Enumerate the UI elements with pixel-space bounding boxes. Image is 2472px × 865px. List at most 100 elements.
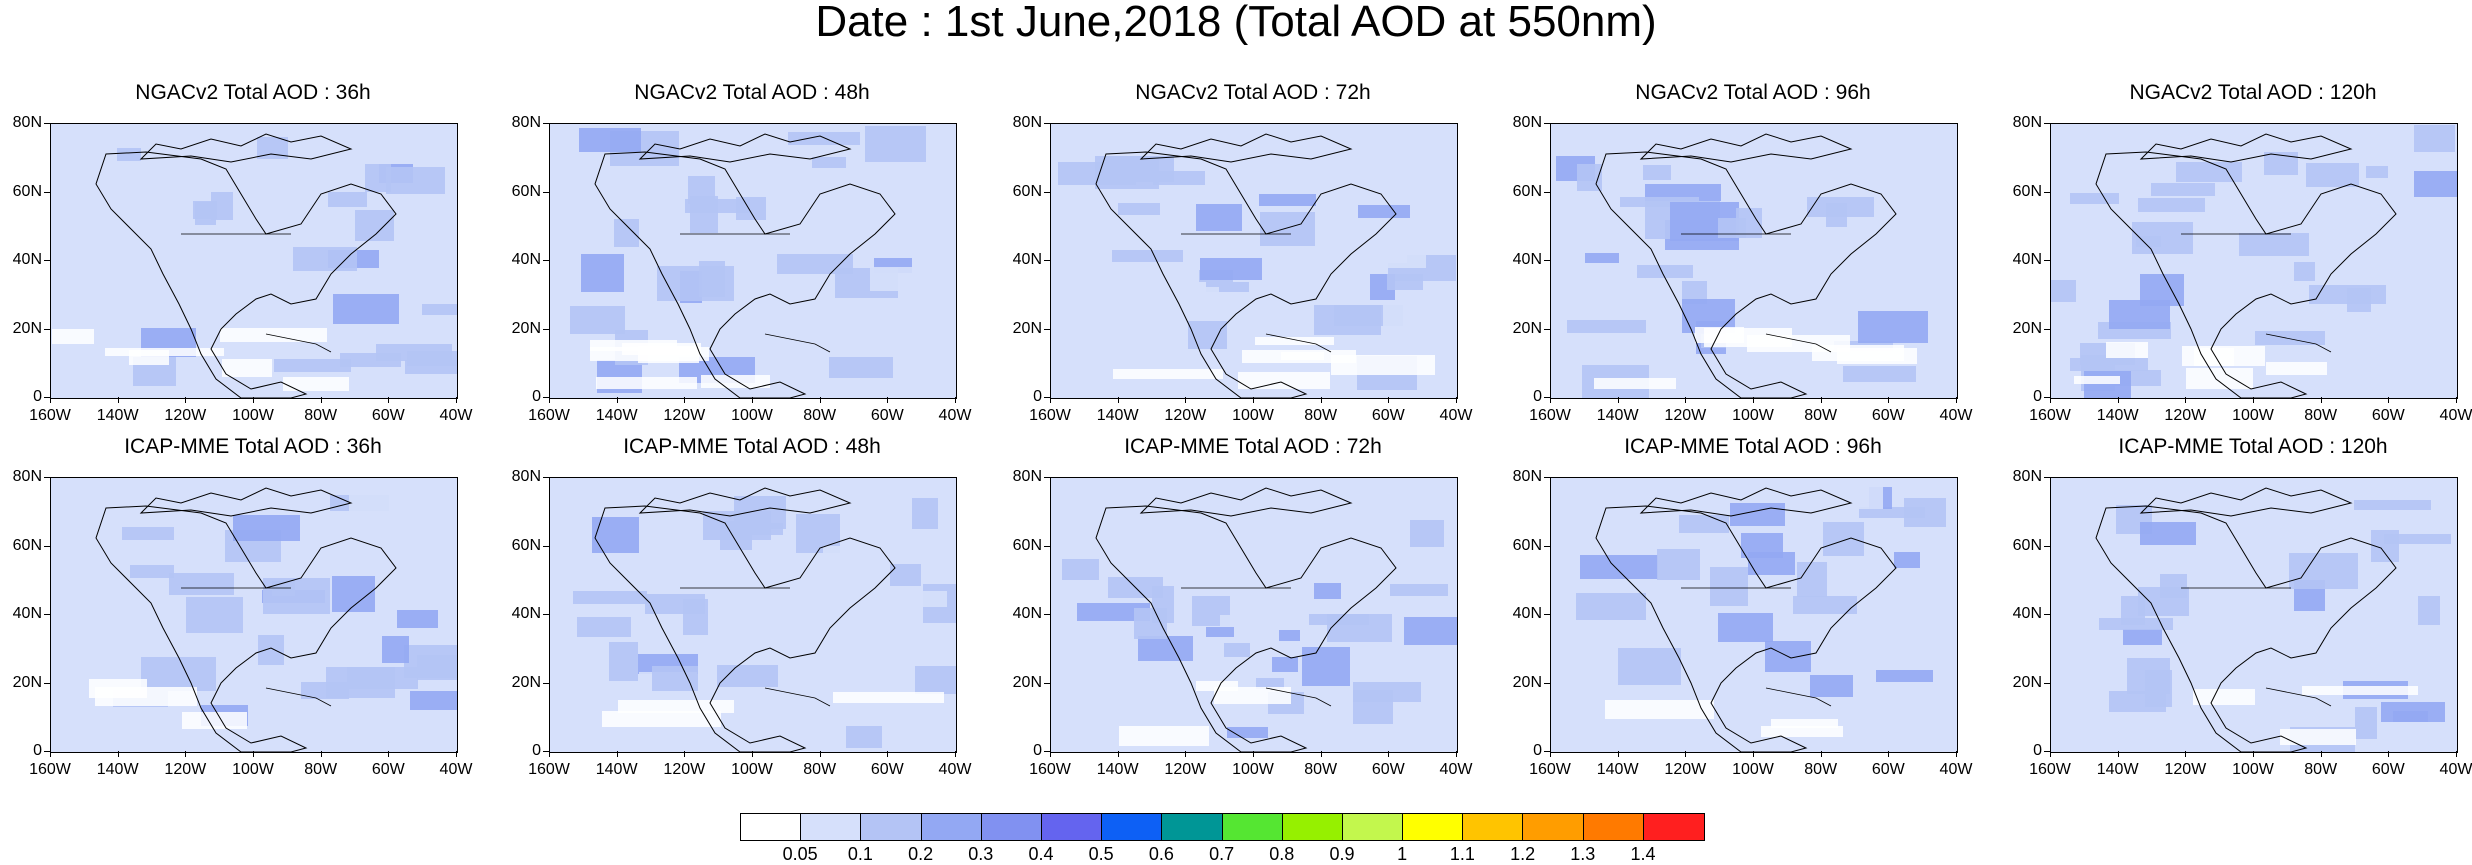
lon-tick bbox=[752, 751, 753, 757]
lat-tick-label: 20N bbox=[12, 319, 42, 337]
lon-tick bbox=[1050, 751, 1051, 757]
lat-tick-label: 40N bbox=[511, 251, 541, 268]
colorbar-label: 1.1 bbox=[1449, 844, 1475, 864]
lon-tick-label: 100W bbox=[232, 407, 274, 424]
lon-tick bbox=[50, 397, 51, 403]
lon-tick bbox=[616, 397, 618, 403]
lat-tick-label: 20N bbox=[2012, 319, 2042, 337]
panel-title: NGACv2 Total AOD : 120h bbox=[2129, 81, 2377, 104]
map-panel: NGACv2 Total AOD : 36h 80N 60N 40N 20N 0 160W… bbox=[13, 81, 473, 424]
lon-tick bbox=[1253, 751, 1254, 757]
lat-tick bbox=[1044, 397, 1050, 398]
lon-tick bbox=[1888, 751, 1890, 757]
lon-tick bbox=[253, 397, 254, 403]
lat-tick-label: 80N bbox=[1012, 114, 1042, 131]
lon-tick bbox=[1117, 397, 1119, 403]
lat-tick bbox=[1044, 682, 1050, 684]
aod-map bbox=[2050, 477, 2458, 753]
lat-tick bbox=[1544, 477, 1550, 478]
lon-tick bbox=[2253, 397, 2254, 403]
lon-tick-label: 140W bbox=[96, 761, 139, 778]
lon-tick-label: 120W bbox=[663, 407, 706, 424]
lon-tick-label: 140W bbox=[595, 407, 638, 424]
lat-tick-label: 0 bbox=[1033, 742, 1042, 759]
lat-tick bbox=[2044, 328, 2050, 330]
lon-tick-label: 40W bbox=[1939, 407, 1973, 424]
lat-tick-label: 40N bbox=[12, 605, 42, 622]
lon-tick-label: 80W bbox=[1804, 761, 1838, 778]
lat-tick bbox=[2044, 123, 2050, 124]
lon-tick-label: 40W bbox=[1439, 407, 1473, 424]
lon-tick-label: 160W bbox=[1029, 761, 1071, 778]
lon-tick-label: 100W bbox=[1732, 407, 1774, 424]
lon-tick-label: 100W bbox=[232, 761, 274, 778]
colorbar-label: 1.2 bbox=[1510, 844, 1536, 864]
lon-tick-label: 140W bbox=[2096, 761, 2139, 778]
colorbar-swatch bbox=[1583, 814, 1644, 840]
lat-tick-label: 40N bbox=[12, 251, 42, 268]
lon-tick-label: 60W bbox=[1871, 761, 1905, 778]
lat-tick bbox=[44, 477, 50, 478]
lon-tick bbox=[2050, 397, 2051, 403]
lat-tick bbox=[44, 751, 50, 752]
lat-tick-label: 0 bbox=[33, 742, 42, 759]
lon-tick bbox=[185, 397, 187, 403]
lon-tick bbox=[253, 751, 254, 757]
lon-tick bbox=[616, 751, 618, 757]
lon-tick-label: 40W bbox=[439, 407, 473, 424]
lat-tick-label: 20N bbox=[1012, 319, 1042, 337]
lon-tick bbox=[2253, 751, 2254, 757]
lon-tick-label: 100W bbox=[2232, 761, 2274, 778]
lon-tick bbox=[1617, 751, 1619, 757]
map-panel: NGACv2 Total AOD : 120h 80N 60N 40N 20N 0 160… bbox=[2013, 81, 2472, 424]
lon-tick-label: 120W bbox=[1664, 407, 1707, 424]
lat-tick bbox=[1044, 328, 1050, 330]
lon-tick bbox=[955, 397, 956, 403]
lon-tick bbox=[1550, 397, 1551, 403]
colorbar-swatch bbox=[1643, 814, 1704, 840]
lon-tick bbox=[1320, 751, 1322, 757]
lat-tick-label: 60N bbox=[2012, 536, 2042, 554]
lat-tick bbox=[543, 477, 549, 478]
colorbar-swatch bbox=[1222, 814, 1283, 840]
colorbar-swatch bbox=[1403, 814, 1464, 840]
lon-tick bbox=[1550, 751, 1551, 757]
lon-tick bbox=[819, 751, 821, 757]
lon-tick-label: 40W bbox=[1939, 761, 1973, 778]
lat-tick-label: 80N bbox=[12, 468, 42, 485]
colorbar-swatch bbox=[1282, 814, 1343, 840]
lat-tick bbox=[1544, 751, 1550, 752]
lon-tick-label: 120W bbox=[164, 407, 207, 424]
lon-tick-label: 100W bbox=[1232, 761, 1274, 778]
map-panel: ICAP-MME Total AOD : 96h 80N 60N 40N 20N 0 16… bbox=[1513, 435, 1973, 778]
lon-tick-label: 60W bbox=[870, 407, 904, 424]
lat-tick-label: 60N bbox=[1012, 182, 1042, 200]
lon-tick-label: 100W bbox=[731, 407, 773, 424]
lon-tick-label: 80W bbox=[304, 407, 338, 424]
lat-tick bbox=[1044, 260, 1050, 261]
lon-tick bbox=[1456, 397, 1457, 403]
lon-tick bbox=[2320, 751, 2322, 757]
lon-tick-label: 80W bbox=[2304, 761, 2338, 778]
panel-title: NGACv2 Total AOD : 96h bbox=[1635, 81, 1871, 104]
lon-tick-label: 120W bbox=[2164, 407, 2207, 424]
aod-map bbox=[50, 477, 458, 753]
lon-tick bbox=[185, 751, 187, 757]
lon-tick-label: 40W bbox=[938, 761, 972, 778]
lon-tick-label: 120W bbox=[1664, 761, 1707, 778]
lat-tick bbox=[1544, 123, 1550, 124]
lon-tick-label: 80W bbox=[803, 761, 837, 778]
colorbar-label: 0.5 bbox=[1088, 844, 1114, 864]
lat-tick bbox=[543, 397, 549, 398]
lat-tick-label: 0 bbox=[532, 388, 541, 405]
lat-tick-label: 80N bbox=[12, 114, 42, 131]
lat-tick-label: 40N bbox=[1012, 605, 1042, 622]
colorbar-label: 0.3 bbox=[968, 844, 994, 864]
lon-tick bbox=[887, 397, 889, 403]
lat-tick bbox=[1544, 191, 1550, 193]
lon-tick-label: 140W bbox=[1596, 407, 1639, 424]
lat-tick bbox=[44, 328, 50, 330]
lat-tick bbox=[2044, 614, 2050, 615]
lat-tick-label: 40N bbox=[2012, 251, 2042, 268]
lat-tick-label: 60N bbox=[511, 182, 541, 200]
